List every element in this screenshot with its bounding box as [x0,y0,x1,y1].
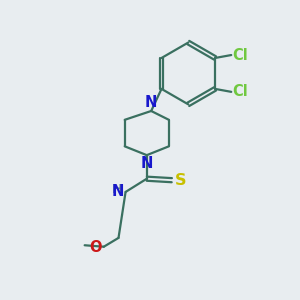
Text: O: O [89,240,102,255]
Text: N: N [145,95,158,110]
Text: Cl: Cl [232,47,248,62]
Text: N: N [141,156,153,171]
Text: N: N [111,184,124,199]
Text: Cl: Cl [232,84,248,99]
Text: S: S [175,173,186,188]
Text: H: H [112,182,123,196]
